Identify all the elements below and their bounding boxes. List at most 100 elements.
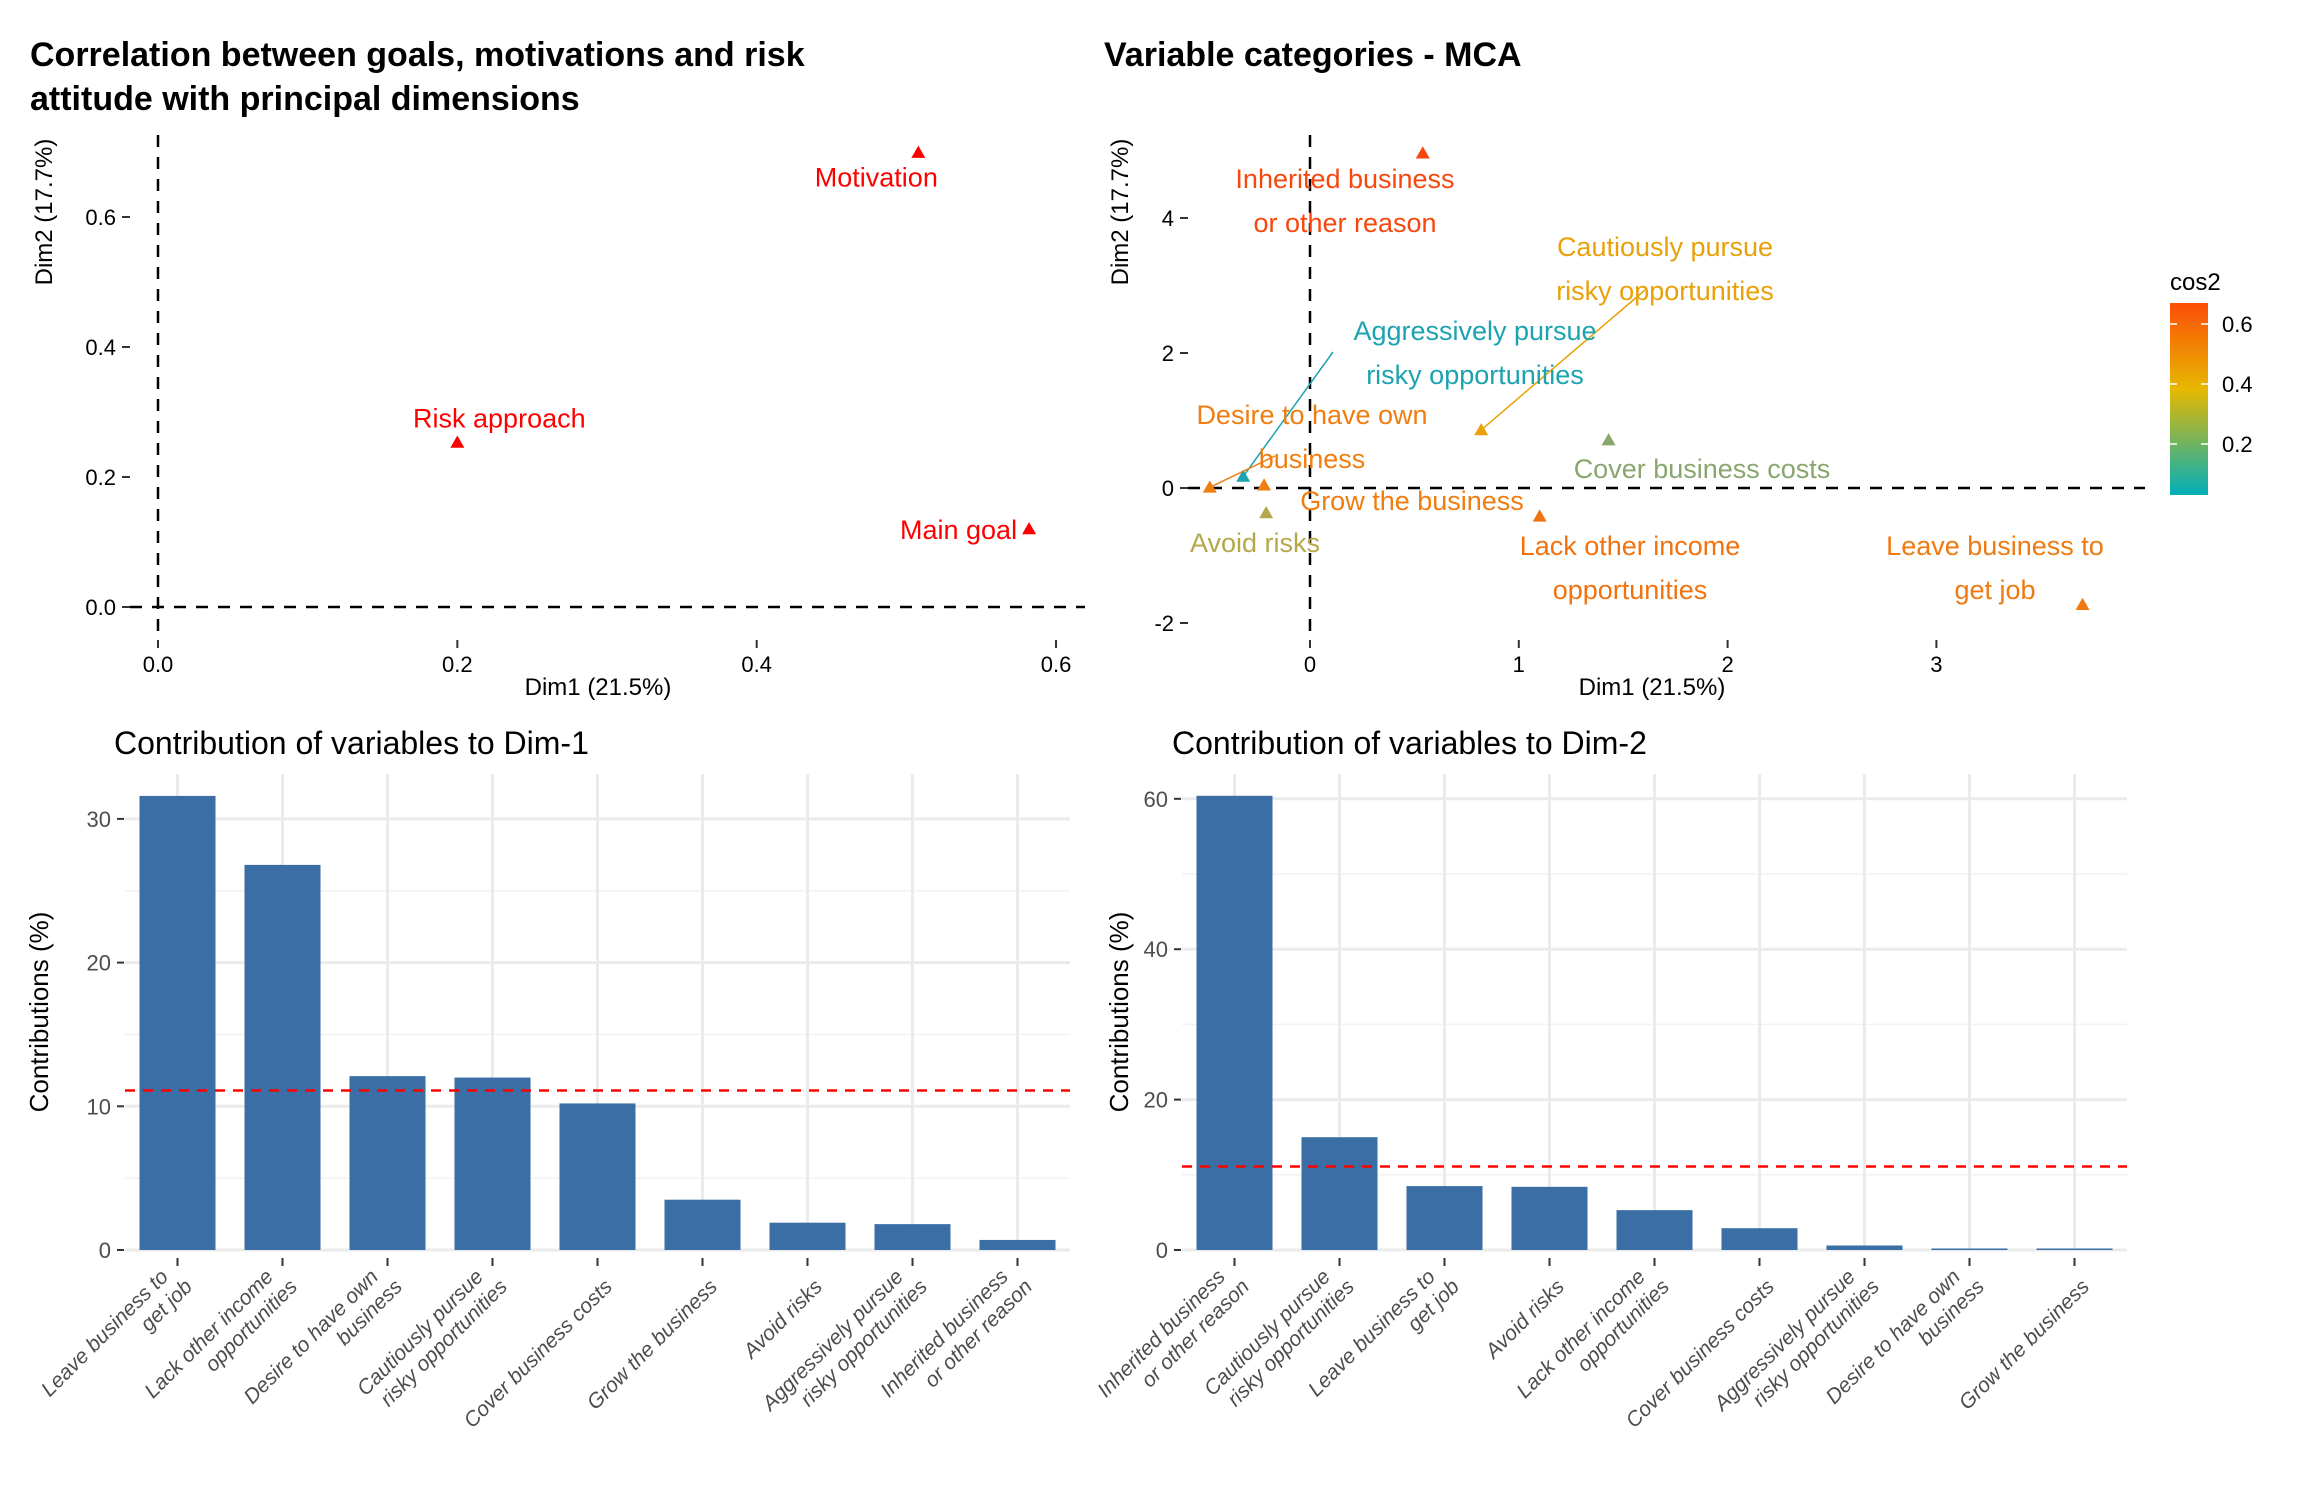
bar [2036,1248,2113,1250]
point-label: Avoid risks [1190,528,1320,558]
contribution-dim1-bar-chart: Contribution of variables to Dim-1 Leave… [24,725,1070,1433]
cos2-legend: cos2 0.2 0.4 0.6 [2170,269,2253,495]
bar [1931,1248,2008,1250]
bar [1826,1245,1903,1250]
bar [769,1222,846,1250]
x-tick-label: 2 [1721,652,1733,677]
y-tick-label: 20 [1144,1088,1168,1113]
bar [559,1103,636,1250]
x-tick-label: 0 [1304,652,1316,677]
bar [1616,1210,1693,1250]
legend-title: cos2 [2170,269,2221,296]
point-label: Aggressively pursue [1353,316,1596,346]
data-point [450,435,465,448]
legend-tick-label: 0.6 [2222,312,2253,337]
bar [244,864,321,1250]
point-label: Cover business costs [1574,454,1831,484]
point-label: Desire to have own [1196,400,1427,430]
point-label: risky opportunities [1556,276,1774,306]
x-tick-label: 3 [1930,652,1942,677]
point-label: Leave business to [1886,531,2104,561]
data-point [1257,478,1272,491]
y-tick-label: 0 [99,1238,111,1263]
point-label: Grow the business [1300,486,1524,516]
point-label: or other reason [1253,208,1436,238]
point-label: risky opportunities [1366,360,1584,390]
legend-tick-label: 0.4 [2222,372,2253,397]
bar [454,1077,531,1250]
chart-title: Contribution of variables to Dim-1 [114,725,589,761]
y-tick-label: 0.0 [85,595,116,620]
legend-tick-label: 0.2 [2222,432,2253,457]
point-label: Inherited business [1235,164,1454,194]
point-label: Main goal [900,515,1017,545]
bar [874,1224,951,1250]
data-point [911,145,926,158]
y-tick-label: 4 [1162,206,1174,231]
bar [664,1199,741,1250]
y-tick-label: 60 [1144,787,1168,812]
y-tick-label: 10 [87,1094,111,1119]
x-tick-label: 0.2 [442,652,473,677]
contribution-dim2-bar-chart: Contribution of variables to Dim-2 Inher… [1093,725,2127,1433]
y-tick-label: 0.6 [85,205,116,230]
bar [349,1076,426,1250]
y-axis-title: Dim2 (17.7%) [31,139,58,286]
data-point [1474,422,1489,436]
chart-title-line-1: Correlation between goals, motivations a… [30,36,805,74]
y-tick-label: 2 [1162,341,1174,366]
x-axis-title: Dim1 (21.5%) [525,674,672,701]
chart-title: Contribution of variables to Dim-2 [1172,725,1647,761]
bar [1196,795,1273,1250]
point-label: Motivation [815,163,938,193]
data-point [1601,433,1616,446]
x-axis-title: Dim1 (21.5%) [1579,674,1726,701]
y-tick-label: 0 [1162,476,1174,501]
label-leader-line [1480,289,1646,431]
y-axis-title: Dim2 (17.7%) [1107,139,1134,286]
data-point [1415,146,1430,159]
variable-categories-plot: Variable categories - MCA 0 1 2 3 -2 0 2 4 Inher… [1104,36,2253,701]
y-tick-label: 20 [87,951,111,976]
y-tick-label: -2 [1154,611,1174,636]
bar [979,1239,1056,1250]
point-label: business [1259,444,1366,474]
bar [1301,1137,1378,1250]
y-tick-label: 0 [1156,1238,1168,1263]
y-tick-label: 0.2 [85,465,116,490]
data-point [1202,480,1217,493]
point-label: Cautiously pursue [1557,232,1773,262]
data-point [1022,522,1037,535]
x-tick-label: 0.6 [1041,652,1072,677]
legend-colorbar [2170,303,2208,495]
bar [139,795,216,1250]
data-point [1532,509,1547,522]
bar [1511,1186,1588,1250]
point-label: Risk approach [413,404,586,434]
data-point [1259,505,1274,519]
point-label: opportunities [1553,575,1708,605]
y-axis-title: Contributions (%) [24,912,54,1113]
bar [1406,1186,1483,1250]
y-tick-label: 30 [87,807,111,832]
label-leader-line [1242,351,1334,477]
label-leader-line [1209,455,1276,489]
y-tick-label: 40 [1144,937,1168,962]
point-label: Lack other income [1520,531,1741,561]
point-label: get job [1954,575,2035,605]
x-tick-label: 0.0 [143,652,174,677]
y-axis-title: Contributions (%) [1104,912,1134,1113]
chart-title: Variable categories - MCA [1104,36,1522,74]
variables-correlation-plot: Correlation between goals, motivations a… [30,36,1085,701]
y-tick-label: 0.4 [85,335,116,360]
data-point [2075,597,2090,611]
data-point [1236,469,1251,482]
x-tick-label: 1 [1513,652,1525,677]
x-tick-label: 0.4 [741,652,772,677]
chart-title-line-2: attitude with principal dimensions [30,80,580,118]
bar [1721,1228,1798,1250]
